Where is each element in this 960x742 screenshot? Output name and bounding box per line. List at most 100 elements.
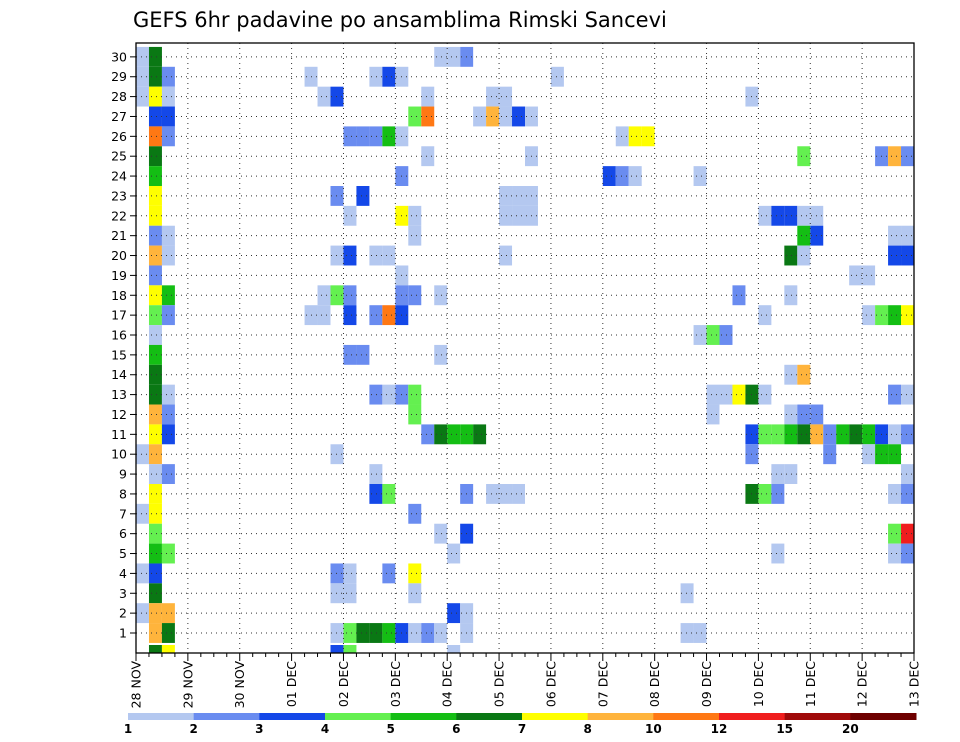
heatmap-cell (369, 126, 383, 147)
y-tick-label: 21 (111, 228, 127, 243)
heatmap-cell (434, 285, 448, 306)
heatmap-cell (148, 623, 162, 643)
legend-label: 4 (321, 722, 329, 736)
heatmap-cell (148, 404, 162, 425)
heatmap-cell (512, 205, 525, 226)
heatmap-cell (447, 543, 461, 564)
heatmap-cell (382, 563, 396, 584)
heatmap-cell (758, 424, 772, 445)
heatmap-cell (901, 146, 914, 167)
heatmap-cell (343, 305, 357, 326)
y-tick-label: 2 (119, 606, 127, 621)
heatmap-cell (421, 146, 435, 167)
heatmap-cell (408, 225, 422, 246)
heatmap-cell (771, 484, 785, 504)
heatmap-cell (356, 186, 370, 206)
heatmap-cell (434, 46, 448, 67)
heatmap-cell (343, 623, 357, 643)
heatmap-cell (161, 464, 175, 484)
heatmap-cell (421, 424, 435, 445)
x-tick-label: 01 DEC (284, 661, 299, 707)
heatmap-cell (408, 205, 422, 226)
x-tick-label: 02 DEC (336, 661, 351, 707)
heatmap-cell (434, 424, 448, 445)
y-tick-label: 1 (119, 626, 127, 641)
heatmap-cell (719, 384, 733, 405)
y-tick-label: 11 (111, 427, 127, 442)
heatmap-cell (797, 205, 811, 226)
legend-label: 10 (645, 722, 662, 736)
heatmap-cell (148, 523, 162, 544)
heatmap-cell (161, 603, 175, 624)
heatmap-cell (343, 245, 357, 266)
heatmap-cell (148, 503, 162, 524)
heatmap-cell (499, 186, 513, 206)
heatmap-cell (499, 245, 513, 266)
heatmap-cell (732, 384, 746, 405)
chart-title: GEFS 6hr padavine po ansamblima Rimski S… (133, 8, 667, 32)
heatmap-cell (148, 325, 162, 345)
heatmap-cell (901, 464, 914, 484)
heatmap-cell (161, 645, 175, 653)
heatmap-cell (615, 126, 629, 147)
heatmap-cell (447, 645, 461, 653)
heatmap-cell (317, 86, 331, 107)
y-tick-label: 10 (111, 447, 127, 462)
heatmap-cell (356, 344, 370, 365)
heatmap-cell (369, 384, 383, 405)
x-tick-label: 28 NOV (129, 661, 144, 709)
heatmap-cell (901, 305, 914, 326)
heatmap-cell (343, 645, 357, 653)
legend-label: 7 (518, 722, 526, 736)
heatmap-cell (161, 225, 175, 246)
y-tick-label: 4 (119, 566, 127, 581)
heatmap-cell (797, 146, 811, 167)
heatmap-cell (317, 285, 331, 306)
heatmap-cell (161, 86, 175, 107)
heatmap-cell (784, 364, 798, 385)
heatmap-cell (784, 205, 798, 226)
heatmap-cell (408, 563, 422, 584)
heatmap-cell (161, 384, 175, 405)
y-tick-label: 17 (111, 308, 127, 323)
heatmap-cell (330, 645, 344, 653)
heatmap-cell (161, 623, 175, 643)
heatmap-cell (369, 66, 383, 87)
x-axis: 28 NOV 29 NOV 30 NOV 01 DEC 02 DEC 03 DEC 04 D… (129, 653, 922, 708)
grid-lines (136, 43, 914, 653)
legend-swatch (522, 713, 589, 720)
heatmap-cell (888, 484, 902, 504)
heatmap-cell (888, 225, 902, 246)
heatmap-cell (758, 205, 772, 226)
legend-swatch (784, 713, 851, 720)
heatmap-cell (512, 484, 525, 504)
y-tick-label: 14 (111, 367, 127, 382)
heatmap-cell (136, 563, 149, 584)
heatmap-cell (758, 484, 772, 504)
y-tick-label: 8 (119, 486, 127, 501)
heatmap-cell (758, 384, 772, 405)
heatmap-cell (499, 484, 513, 504)
heatmap-cell (136, 86, 149, 107)
y-tick-label: 22 (111, 208, 127, 223)
heatmap-cell (317, 305, 331, 326)
heatmap-cell (161, 305, 175, 326)
heatmap-cell (382, 66, 396, 87)
heatmap-cell (343, 285, 357, 306)
x-tick-label: 29 NOV (180, 661, 195, 709)
x-tick-label: 05 DEC (492, 661, 507, 707)
heatmap-cell (499, 86, 513, 107)
y-tick-label: 24 (111, 169, 127, 184)
heatmap-cell (343, 563, 357, 584)
x-tick-label: 03 DEC (388, 661, 403, 707)
heatmap-cell (901, 225, 914, 246)
heatmap-cell (369, 245, 383, 266)
heatmap-cells (136, 46, 914, 653)
color-legend: 1 2 3 4 5 6 7 8 10 12 15 20 (124, 713, 917, 736)
y-tick-label: 18 (111, 288, 127, 303)
heatmap-cell (136, 603, 149, 624)
heatmap-cell (343, 344, 357, 365)
heatmap-cell (486, 484, 500, 504)
heatmap-cell (148, 364, 162, 385)
